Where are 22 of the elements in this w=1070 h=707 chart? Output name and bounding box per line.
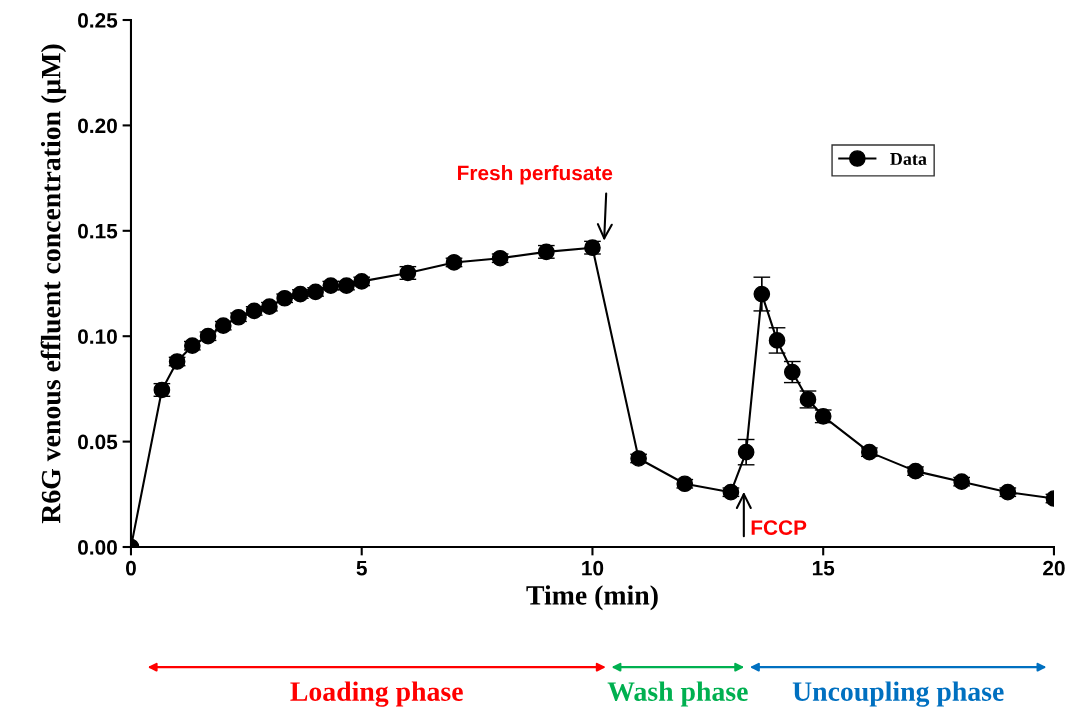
- y-tick-label: 0.00: [78, 540, 117, 555]
- x-tick-label: 5: [356, 560, 367, 576]
- y-tick-label: 0.20: [78, 118, 117, 134]
- y-tick-label: 0.05: [78, 434, 118, 450]
- text: Loading phase: [290, 681, 463, 707]
- x-axis-title: Time (min): [526, 585, 658, 611]
- legend-label: Data: [890, 153, 927, 166]
- x-tick-label: 0: [126, 560, 136, 576]
- annotation: FCCP: [751, 520, 807, 535]
- y-tick-label: 0.15: [78, 223, 118, 239]
- text: Uncoupling phase: [792, 681, 1004, 707]
- x-tick-label: 15: [812, 560, 835, 576]
- point: [753, 285, 771, 303]
- y-tick-label: 0.25: [78, 13, 118, 28]
- y-axis-title: R6G venous effluent concentration (µM): [40, 44, 67, 524]
- annotation: Fresh perfusate: [458, 165, 613, 185]
- point: [737, 443, 755, 461]
- x-tick-label: 10: [582, 560, 604, 576]
- y-tick-label: 0.10: [78, 329, 117, 344]
- x-tick-label: 20: [1043, 560, 1065, 576]
- text: Wash phase: [607, 681, 748, 707]
- point: [768, 332, 786, 349]
